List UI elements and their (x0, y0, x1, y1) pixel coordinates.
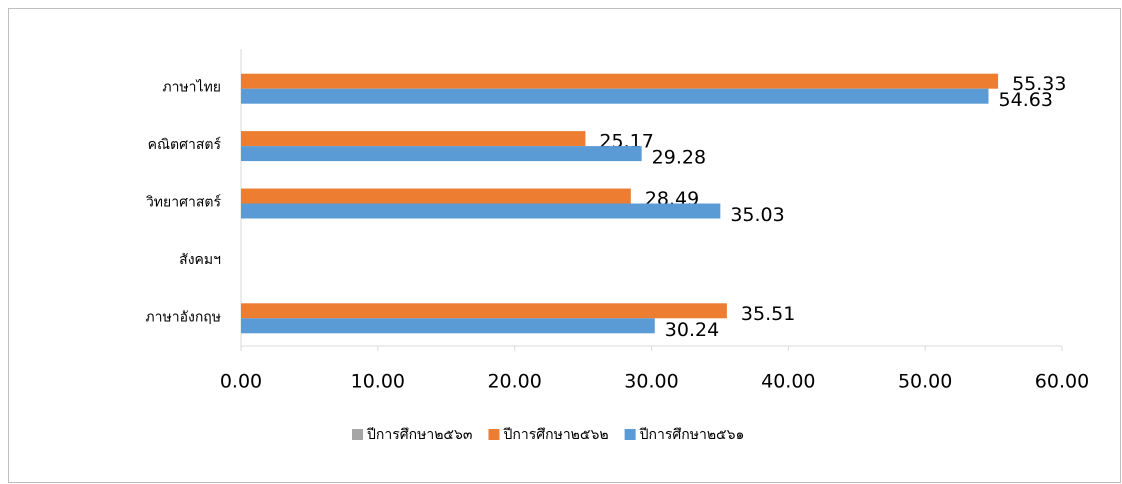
data-label: 54.63 (999, 89, 1053, 111)
bar (241, 203, 721, 219)
x-tick-label: 40.00 (761, 371, 815, 393)
bar (241, 188, 631, 204)
x-tick-label: 30.00 (624, 371, 678, 393)
bar (241, 88, 989, 104)
data-label: 35.03 (730, 204, 784, 226)
data-label: 30.24 (665, 319, 719, 341)
bar (241, 146, 642, 162)
data-label: 35.51 (741, 303, 795, 325)
y-tick-label: ภาษาอังกฤษ (145, 309, 221, 325)
legend-swatch (488, 429, 500, 440)
data-label: 55.33 (1012, 73, 1066, 95)
y-tick-label: วิทยาศาสตร์ (146, 194, 222, 211)
x-tick-label: 20.00 (487, 371, 541, 393)
legend-label: ปีการศึกษา๒๕๖๑ (639, 427, 744, 443)
x-tick-label: 10.00 (351, 371, 405, 393)
x-tick-label: 60.00 (1035, 371, 1089, 393)
bar (241, 303, 727, 319)
data-label: 29.28 (652, 147, 706, 169)
legend-label: ปีการศึกษา๒๕๖๓ (367, 427, 473, 443)
x-tick-label: 50.00 (898, 371, 952, 393)
bar (241, 318, 655, 334)
legend-label: ปีการศึกษา๒๕๖๒ (503, 427, 609, 443)
y-tick-label: ภาษาไทย (162, 79, 221, 96)
legend-swatch (352, 429, 363, 440)
y-tick-label: คณิตศาสตร์ (148, 136, 222, 153)
x-tick-label: 0.00 (220, 371, 262, 393)
legend-swatch (624, 429, 636, 440)
bar (241, 73, 999, 89)
y-tick-label: สังคมฯ (179, 252, 221, 268)
bar (241, 131, 586, 147)
